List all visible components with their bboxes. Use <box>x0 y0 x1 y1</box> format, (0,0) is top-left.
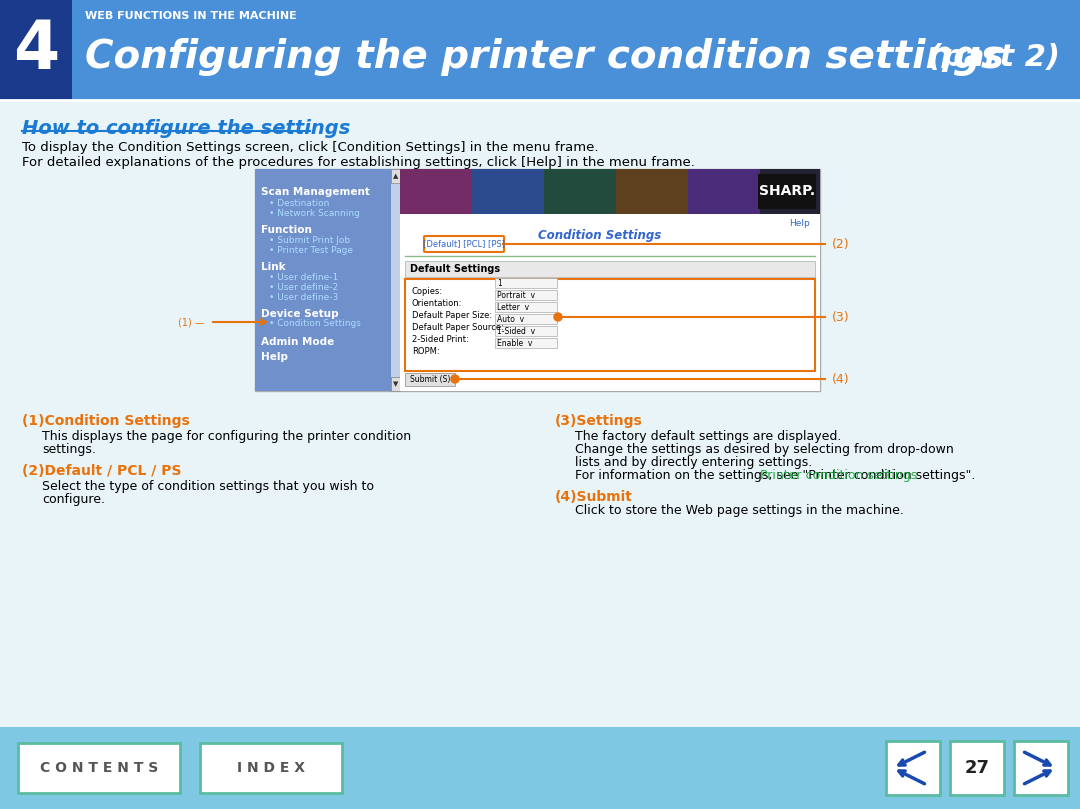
FancyBboxPatch shape <box>405 279 815 371</box>
Text: Orientation:: Orientation: <box>411 299 462 308</box>
Text: Default Paper Source:: Default Paper Source: <box>411 323 504 332</box>
FancyBboxPatch shape <box>391 377 400 391</box>
Text: • Network Scanning: • Network Scanning <box>269 209 360 218</box>
FancyBboxPatch shape <box>758 174 816 209</box>
FancyBboxPatch shape <box>391 183 400 377</box>
Text: Function: Function <box>261 225 312 235</box>
FancyBboxPatch shape <box>405 373 455 386</box>
Text: Help: Help <box>789 219 810 228</box>
Text: Portrait  v: Portrait v <box>497 290 535 299</box>
Text: Letter  v: Letter v <box>497 303 529 311</box>
Text: Admin Mode: Admin Mode <box>261 337 334 347</box>
Text: SHARP.: SHARP. <box>759 184 815 198</box>
FancyBboxPatch shape <box>472 169 544 214</box>
Text: Default Paper Size:: Default Paper Size: <box>411 311 492 320</box>
Text: This displays the page for configuring the printer condition: This displays the page for configuring t… <box>42 430 411 443</box>
FancyBboxPatch shape <box>400 169 820 391</box>
FancyBboxPatch shape <box>495 278 557 288</box>
Text: (part 2): (part 2) <box>928 43 1059 71</box>
Text: Printer condition settings: Printer condition settings <box>760 469 917 482</box>
Text: ▼: ▼ <box>393 381 399 387</box>
FancyBboxPatch shape <box>495 326 557 336</box>
Text: configure.: configure. <box>42 493 105 506</box>
FancyBboxPatch shape <box>391 169 400 183</box>
Text: The factory default settings are displayed.: The factory default settings are display… <box>575 430 841 443</box>
FancyBboxPatch shape <box>0 0 1080 100</box>
Text: ROPM:: ROPM: <box>411 347 440 356</box>
Text: • Printer Test Page: • Printer Test Page <box>269 246 353 255</box>
Text: settings.: settings. <box>42 443 96 456</box>
FancyBboxPatch shape <box>495 314 557 324</box>
Text: (1)Condition Settings: (1)Condition Settings <box>22 414 190 428</box>
Text: Auto  v: Auto v <box>497 315 524 324</box>
Text: (3)Settings: (3)Settings <box>555 414 643 428</box>
Text: • User define-1: • User define-1 <box>269 273 338 282</box>
FancyBboxPatch shape <box>886 741 940 795</box>
Text: [Default] [PCL] [PS]: [Default] [PCL] [PS] <box>423 239 505 248</box>
Text: 4: 4 <box>13 17 59 83</box>
Text: Link: Link <box>261 262 285 272</box>
Text: To display the Condition Settings screen, click [Condition Settings] in the menu: To display the Condition Settings screen… <box>22 141 598 154</box>
Text: • Condition Settings: • Condition Settings <box>269 319 361 328</box>
Text: (3): (3) <box>832 311 850 324</box>
Circle shape <box>451 375 459 383</box>
Text: 27: 27 <box>964 759 989 777</box>
FancyBboxPatch shape <box>1014 741 1068 795</box>
FancyBboxPatch shape <box>400 169 472 214</box>
Circle shape <box>554 313 562 321</box>
Text: C O N T E N T S: C O N T E N T S <box>40 761 158 775</box>
Text: • Destination: • Destination <box>269 199 329 208</box>
FancyBboxPatch shape <box>495 290 557 300</box>
Text: For information on the settings, see "Printer condition settings".: For information on the settings, see "Pr… <box>575 469 975 482</box>
FancyBboxPatch shape <box>950 741 1004 795</box>
FancyBboxPatch shape <box>18 743 180 793</box>
FancyBboxPatch shape <box>255 169 820 391</box>
Text: (4): (4) <box>832 372 850 386</box>
FancyBboxPatch shape <box>495 338 557 348</box>
FancyBboxPatch shape <box>424 236 504 252</box>
FancyBboxPatch shape <box>405 261 815 277</box>
Text: Configuring the printer condition settings: Configuring the printer condition settin… <box>85 38 1004 76</box>
FancyBboxPatch shape <box>0 727 1080 809</box>
Text: Enable  v: Enable v <box>497 338 532 348</box>
FancyBboxPatch shape <box>544 169 616 214</box>
Text: Default Settings: Default Settings <box>410 264 500 274</box>
Text: Select the type of condition settings that you wish to: Select the type of condition settings th… <box>42 480 374 493</box>
Text: (4)Submit: (4)Submit <box>555 490 633 504</box>
Text: Scan Management: Scan Management <box>261 187 369 197</box>
Text: Device Setup: Device Setup <box>261 309 339 319</box>
Text: (2): (2) <box>832 238 850 251</box>
FancyBboxPatch shape <box>616 169 688 214</box>
FancyBboxPatch shape <box>255 169 400 391</box>
Text: Submit (S): Submit (S) <box>409 375 450 383</box>
Text: WEB FUNCTIONS IN THE MACHINE: WEB FUNCTIONS IN THE MACHINE <box>85 11 297 21</box>
Text: For detailed explanations of the procedures for establishing settings, click [He: For detailed explanations of the procedu… <box>22 156 694 169</box>
Text: Help: Help <box>261 352 288 362</box>
Text: Condition Settings: Condition Settings <box>538 229 662 242</box>
Text: Copies:: Copies: <box>411 287 443 296</box>
Text: 2-Sided Print:: 2-Sided Print: <box>411 335 469 344</box>
FancyBboxPatch shape <box>200 743 342 793</box>
Text: lists and by directly entering settings.: lists and by directly entering settings. <box>575 456 812 469</box>
Text: How to configure the settings: How to configure the settings <box>22 119 350 138</box>
Text: (1) —: (1) — <box>178 317 205 327</box>
Text: Change the settings as desired by selecting from drop-down: Change the settings as desired by select… <box>575 443 954 456</box>
FancyBboxPatch shape <box>0 0 72 100</box>
Text: ▲: ▲ <box>393 173 399 179</box>
Text: • User define-2: • User define-2 <box>269 283 338 292</box>
Text: I N D E X: I N D E X <box>237 761 305 775</box>
Text: • Submit Print Job: • Submit Print Job <box>269 236 350 245</box>
Text: (2)Default / PCL / PS: (2)Default / PCL / PS <box>22 464 181 478</box>
Text: • User define-3: • User define-3 <box>269 293 338 302</box>
FancyBboxPatch shape <box>495 302 557 312</box>
Text: 1-Sided  v: 1-Sided v <box>497 327 535 336</box>
Text: 1: 1 <box>497 278 502 287</box>
FancyBboxPatch shape <box>688 169 760 214</box>
FancyBboxPatch shape <box>400 169 820 214</box>
Text: Click to store the Web page settings in the machine.: Click to store the Web page settings in … <box>575 504 904 517</box>
